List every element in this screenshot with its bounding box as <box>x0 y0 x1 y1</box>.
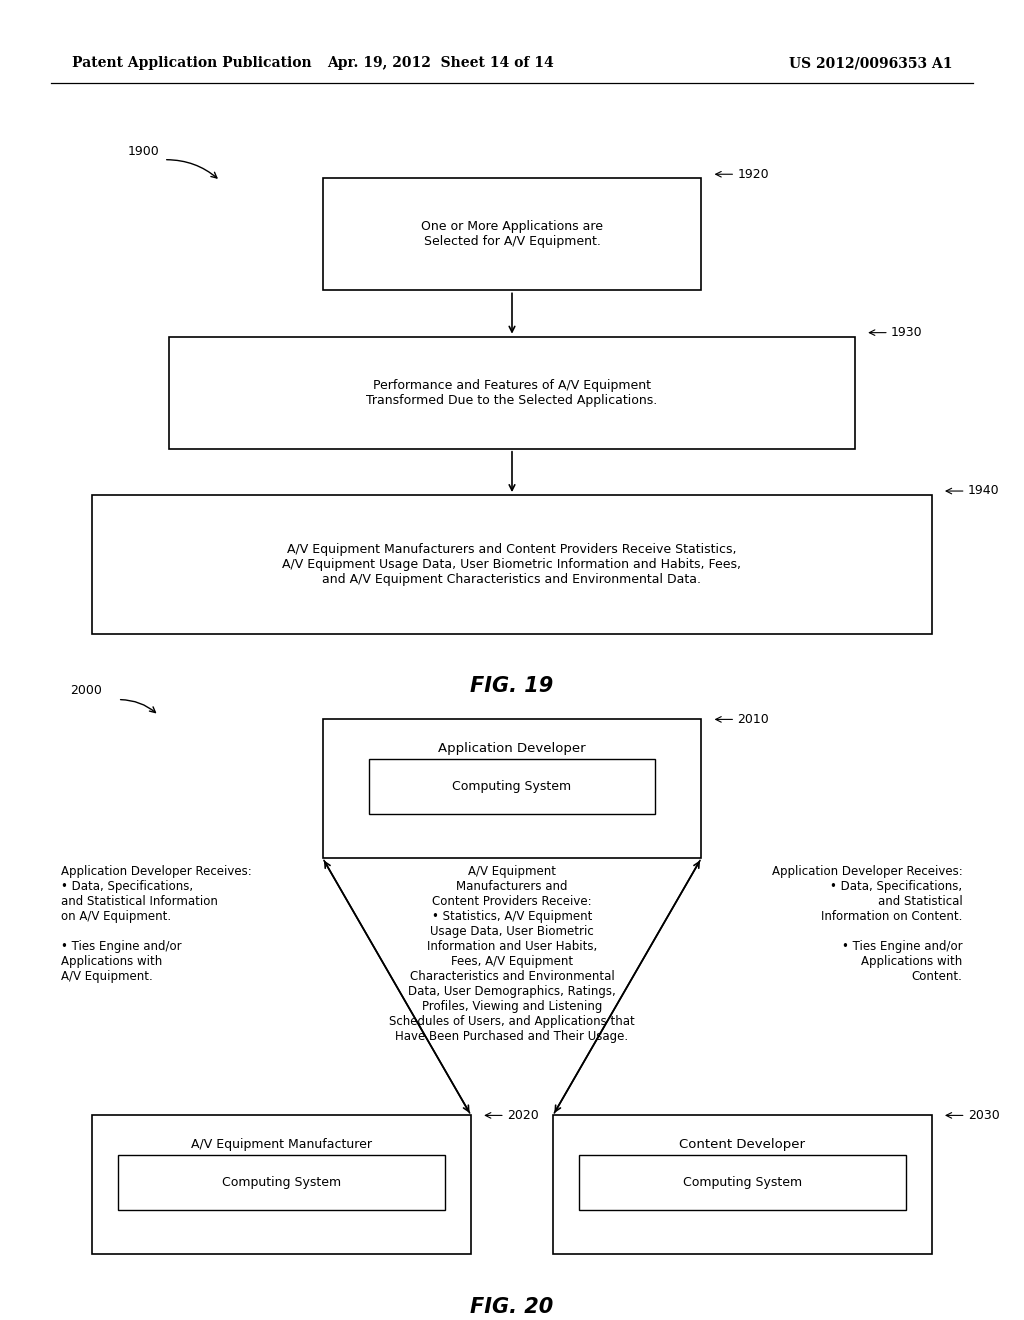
Text: 2020: 2020 <box>507 1109 539 1122</box>
Text: 2010: 2010 <box>737 713 769 726</box>
Text: A/V Equipment Manufacturers and Content Providers Receive Statistics,
A/V Equipm: A/V Equipment Manufacturers and Content … <box>283 543 741 586</box>
Text: Content Developer: Content Developer <box>679 1138 806 1151</box>
Text: 2000: 2000 <box>70 684 101 697</box>
Text: 2030: 2030 <box>968 1109 999 1122</box>
Bar <box>553 1115 932 1254</box>
Bar <box>92 495 932 634</box>
Text: FIG. 19: FIG. 19 <box>470 676 554 697</box>
Bar <box>579 1155 906 1210</box>
Text: 1930: 1930 <box>891 326 923 339</box>
Text: US 2012/0096353 A1: US 2012/0096353 A1 <box>788 57 952 70</box>
Bar <box>118 1155 445 1210</box>
Text: Application Developer Receives:
• Data, Specifications,
and Statistical Informat: Application Developer Receives: • Data, … <box>61 865 252 982</box>
Text: 1900: 1900 <box>128 145 160 158</box>
Bar <box>323 178 701 290</box>
Bar <box>169 337 855 449</box>
Text: One or More Applications are
Selected for A/V Equipment.: One or More Applications are Selected fo… <box>421 220 603 248</box>
Bar <box>92 1115 471 1254</box>
Text: Application Developer: Application Developer <box>438 742 586 755</box>
Text: A/V Equipment
Manufacturers and
Content Providers Receive:
• Statistics, A/V Equ: A/V Equipment Manufacturers and Content … <box>389 865 635 1043</box>
Bar <box>369 759 655 814</box>
Text: Computing System: Computing System <box>683 1176 802 1189</box>
Text: Application Developer Receives:
• Data, Specifications,
and Statistical
Informat: Application Developer Receives: • Data, … <box>772 865 963 982</box>
Text: Computing System: Computing System <box>453 780 571 793</box>
Text: A/V Equipment Manufacturer: A/V Equipment Manufacturer <box>191 1138 372 1151</box>
Text: 1940: 1940 <box>968 484 999 498</box>
Bar <box>323 719 701 858</box>
Text: Performance and Features of A/V Equipment
Transformed Due to the Selected Applic: Performance and Features of A/V Equipmen… <box>367 379 657 407</box>
Text: FIG. 20: FIG. 20 <box>470 1296 554 1317</box>
Text: Patent Application Publication: Patent Application Publication <box>72 57 311 70</box>
Text: Computing System: Computing System <box>222 1176 341 1189</box>
Text: Apr. 19, 2012  Sheet 14 of 14: Apr. 19, 2012 Sheet 14 of 14 <box>327 57 554 70</box>
Text: 1920: 1920 <box>737 168 769 181</box>
